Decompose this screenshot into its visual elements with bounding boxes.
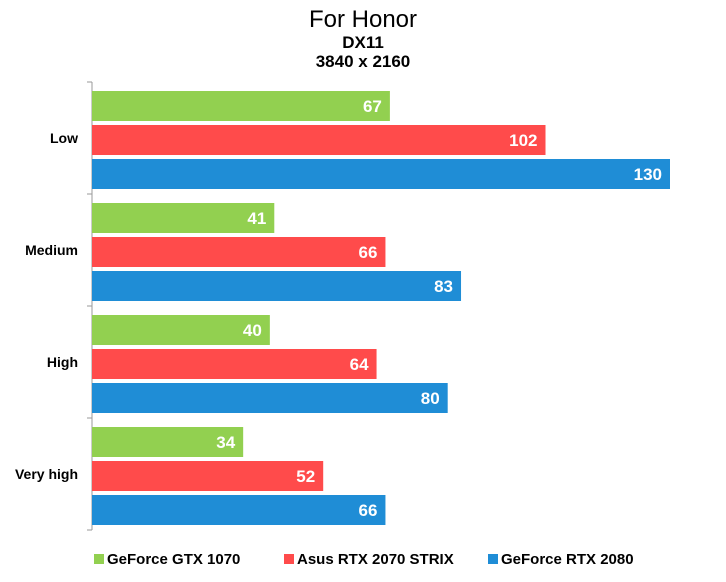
bar xyxy=(92,427,244,457)
bar xyxy=(92,315,270,345)
data-label: 66 xyxy=(359,243,378,262)
chart-subtitle-resolution: 3840 x 2160 xyxy=(316,52,411,71)
category-label: Very high xyxy=(15,466,78,482)
plot-area: Low 67 102 130 Medium 41 66 83 High 40 64 80 Very hi… xyxy=(15,81,670,531)
legend: GeForce GTX 1070 Asus RTX 2070 STRIX GeFor… xyxy=(94,551,634,568)
legend-swatch xyxy=(94,554,104,564)
bar xyxy=(92,271,462,301)
chart-title: For Honor xyxy=(309,6,417,33)
data-label: 130 xyxy=(634,165,662,184)
data-label: 34 xyxy=(216,433,235,452)
legend-swatch xyxy=(284,554,294,564)
bar xyxy=(92,495,386,525)
category-label: High xyxy=(47,354,78,370)
data-label: 67 xyxy=(363,97,382,116)
data-label: 41 xyxy=(247,209,266,228)
data-label: 80 xyxy=(421,389,440,408)
data-label: 40 xyxy=(243,321,262,340)
bar xyxy=(92,125,546,155)
data-label: 64 xyxy=(350,355,369,374)
chart-subtitle-api: DX11 xyxy=(342,33,384,52)
bar xyxy=(92,383,448,413)
category-label: Medium xyxy=(25,242,78,258)
bar xyxy=(92,203,275,233)
bar xyxy=(92,237,386,267)
legend-entry: Asus RTX 2070 STRIX xyxy=(297,551,454,568)
data-label: 66 xyxy=(359,501,378,520)
legend-swatch xyxy=(488,554,498,564)
legend-entry: GeForce RTX 2080 xyxy=(501,551,634,568)
bar xyxy=(92,349,377,379)
bar xyxy=(92,159,670,189)
bar xyxy=(92,91,390,121)
data-label: 83 xyxy=(434,277,453,296)
bar xyxy=(92,461,324,491)
legend-entry: GeForce GTX 1070 xyxy=(107,551,240,568)
data-label: 102 xyxy=(509,131,537,150)
data-label: 52 xyxy=(296,467,315,486)
category-label: Low xyxy=(50,130,78,146)
